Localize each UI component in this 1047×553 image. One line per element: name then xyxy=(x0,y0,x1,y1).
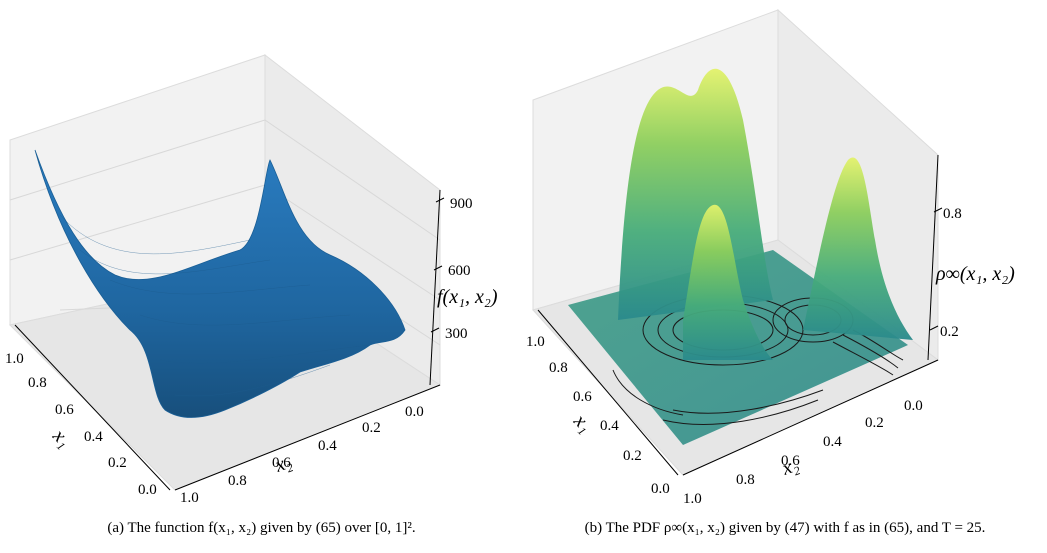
surface-plot-a: 900 600 300 f(x₁, x₂) 1.0 0.8 0.6 0.4 0.… xyxy=(5,53,498,506)
x2-axis-label: x₂ xyxy=(778,454,801,480)
x2-tick-label: 1.0 xyxy=(180,490,199,506)
caption-text: (b) The PDF ρ∞(x₁, x₂) given by (47) wit… xyxy=(584,520,986,536)
z-tick-label: 900 xyxy=(450,196,473,212)
z-axis-label: f(x₁, x₂) xyxy=(437,286,498,308)
x2-tick-label: 0.2 xyxy=(362,420,381,436)
x1-axis xyxy=(14,324,171,491)
x2-tick-label: 0.0 xyxy=(405,404,424,420)
x1-tick-label: 0.4 xyxy=(600,418,619,434)
x1-tick-label: 0.2 xyxy=(623,448,642,464)
figure-panel-b: 0.8 0.2 ρ∞(x₁, x₂) 1.0 0.8 0.6 0.4 0.2 0… xyxy=(523,0,1047,553)
z-tick-label: 300 xyxy=(445,326,468,342)
z-ticks xyxy=(929,207,943,331)
x1-axis-label: x₁ xyxy=(569,409,596,436)
pdf-peak-right xyxy=(803,157,913,340)
figure-panel-a: 900 600 300 f(x₁, x₂) 1.0 0.8 0.6 0.4 0.… xyxy=(0,0,523,553)
pdf-peak-front xyxy=(683,204,773,360)
z-tick-label: 600 xyxy=(448,263,471,279)
x1-tick-label: 0.8 xyxy=(549,360,568,376)
x2-axis xyxy=(682,359,939,476)
x1-tick-label: 1.0 xyxy=(526,334,545,350)
z-axis xyxy=(429,189,441,386)
caption-text: (a) The function f(x₁, x₂) given by (65)… xyxy=(107,520,416,536)
z-tick-label: 0.8 xyxy=(943,206,962,222)
function-surface xyxy=(34,149,406,418)
x1-axis xyxy=(537,309,679,476)
z-tick-label: 0.2 xyxy=(940,324,959,340)
x2-tick-label: 0.0 xyxy=(904,398,923,414)
x2-axis xyxy=(174,384,441,491)
z-ticks xyxy=(430,197,445,333)
x2-tick-label: 0.4 xyxy=(823,434,842,450)
x2-tick-label: 0.6 xyxy=(781,453,800,469)
caption-b: (b) The PDF ρ∞(x₁, x₂) given by (47) wit… xyxy=(523,520,1047,537)
x2-axis-label: x₂ xyxy=(271,451,294,477)
x1-tick-label: 0.8 xyxy=(28,375,47,391)
z-axis xyxy=(927,154,939,361)
x1-tick-label: 0.6 xyxy=(55,402,74,418)
x2-tick-label: 0.2 xyxy=(865,415,884,431)
x1-tick-label: 0.0 xyxy=(651,481,670,497)
surface-plot-b: 0.8 0.2 ρ∞(x₁, x₂) 1.0 0.8 0.6 0.4 0.2 0… xyxy=(526,8,1015,507)
x1-tick-label: 0.6 xyxy=(573,389,592,405)
x2-tick-label: 0.4 xyxy=(318,438,337,454)
x1-tick-label: 0.4 xyxy=(84,429,103,445)
x2-tick-label: 0.8 xyxy=(228,473,247,489)
x1-tick-label: 0.2 xyxy=(108,455,127,471)
x2-tick-label: 0.8 xyxy=(736,472,755,488)
x1-tick-label: 1.0 xyxy=(5,351,24,367)
x2-tick-label: 0.6 xyxy=(272,455,291,471)
z-axis-label: ρ∞(x₁, x₂) xyxy=(935,263,1015,285)
surface-mesh xyxy=(59,214,371,397)
x2-tick-label: 1.0 xyxy=(683,491,702,507)
pdf-peak-large xyxy=(618,68,773,320)
x1-tick-label: 0.0 xyxy=(138,482,157,498)
caption-a: (a) The function f(x₁, x₂) given by (65)… xyxy=(0,520,523,537)
x1-axis-label: x₁ xyxy=(48,424,75,451)
